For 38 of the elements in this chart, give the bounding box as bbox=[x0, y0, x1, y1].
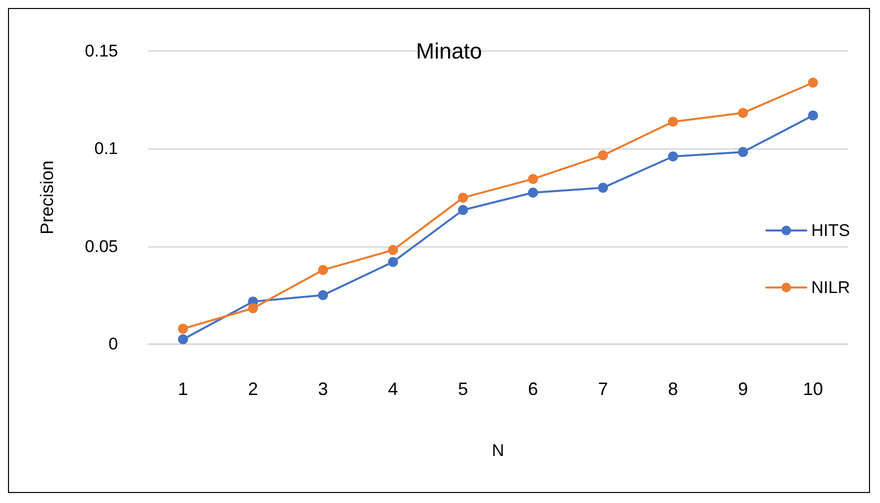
point bbox=[318, 264, 328, 275]
point bbox=[458, 192, 468, 203]
y-tick-label: 0.05 bbox=[84, 236, 118, 256]
point bbox=[808, 110, 818, 120]
y-axis-title: Precision bbox=[37, 160, 57, 235]
point bbox=[808, 78, 818, 88]
y-tick-label: 0.1 bbox=[94, 139, 118, 158]
x-tick-label: 8 bbox=[668, 379, 678, 399]
point bbox=[598, 150, 608, 160]
point bbox=[528, 188, 538, 198]
point bbox=[388, 245, 398, 256]
point bbox=[178, 334, 188, 344]
legend-label: HITS bbox=[811, 221, 850, 240]
y-tick-label: 0 bbox=[108, 334, 118, 354]
legend-label: NILR bbox=[811, 278, 850, 297]
x-tick-label: 3 bbox=[318, 379, 328, 399]
point bbox=[668, 116, 678, 127]
x-tick-label: 5 bbox=[458, 379, 468, 399]
x-tick-label: 1 bbox=[178, 379, 188, 399]
x-tick-label: 6 bbox=[528, 379, 538, 399]
point bbox=[738, 146, 748, 157]
x-tick-label: 9 bbox=[738, 379, 748, 399]
y-tick-label: 0.15 bbox=[84, 42, 118, 60]
x-axis-title: N bbox=[492, 441, 504, 460]
x-tick-label: 7 bbox=[598, 379, 608, 399]
point bbox=[598, 182, 608, 193]
point bbox=[388, 256, 398, 267]
point bbox=[738, 108, 748, 118]
point bbox=[178, 324, 188, 334]
point bbox=[528, 174, 538, 184]
chart-title: Minato bbox=[416, 38, 482, 64]
x-tick-label: 4 bbox=[388, 379, 398, 399]
x-tick-label: 2 bbox=[248, 379, 258, 399]
point bbox=[318, 290, 328, 300]
point bbox=[458, 205, 468, 215]
point bbox=[668, 151, 678, 162]
x-tick-label: 10 bbox=[802, 379, 824, 399]
point bbox=[248, 303, 258, 314]
